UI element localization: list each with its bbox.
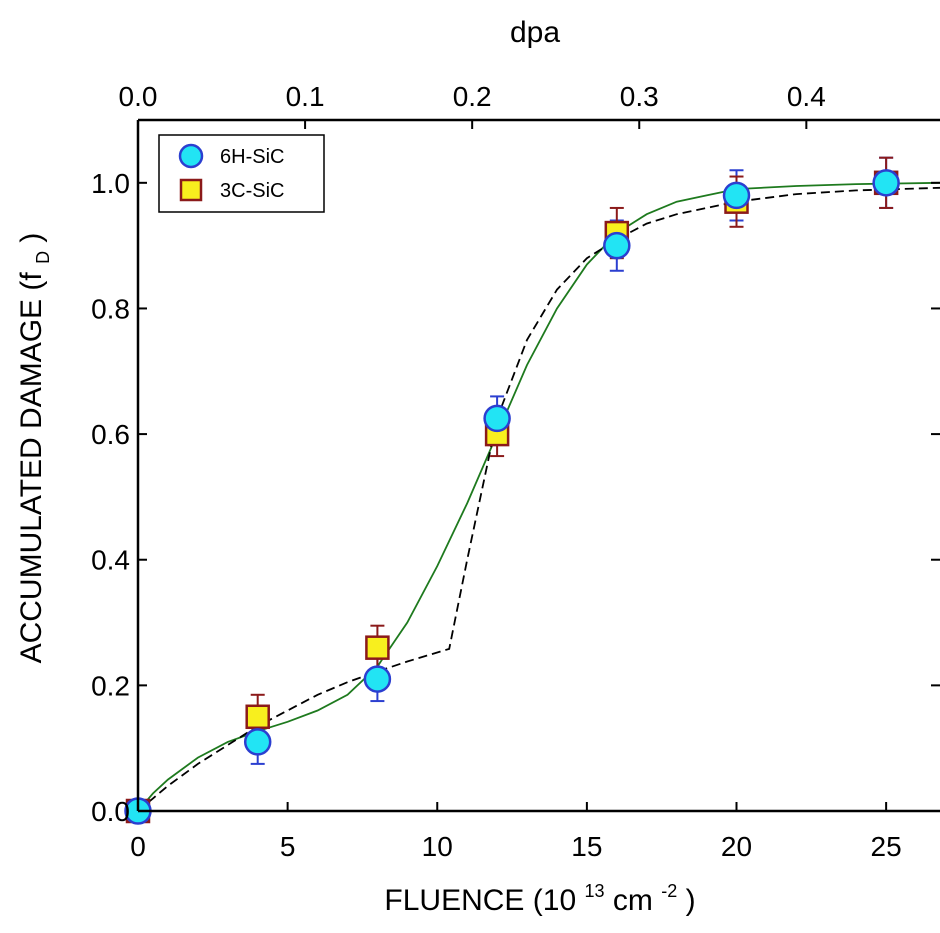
x-axis-unit-mid: cm [613, 884, 653, 917]
x-axis-title: FLUENCE (10 13 cm -2 ) [384, 871, 695, 917]
x2-axis-title: dpa [510, 16, 560, 49]
x2-tick-label: 0.3 [620, 81, 659, 112]
x-axis-unit-exp1: 13 [585, 881, 605, 901]
x-tick-label: 5 [280, 831, 296, 862]
dashed-fit-curve [137, 186, 940, 812]
solid-fit-curve [137, 181, 940, 812]
marker-3c-sic [245, 704, 270, 730]
marker-6h-sic [722, 181, 751, 210]
legend-marker-6h-sic [178, 143, 204, 169]
tick-labels: 0 5 10 15 20 25 0.0 0.1 0.2 0.3 0.4 0.0 0.2 0.4 0.6 0.8… [91, 81, 902, 862]
x2-tick-label: 0.0 [119, 81, 158, 112]
x2-tick-label: 0.4 [787, 81, 826, 112]
x-tick-label: 20 [721, 831, 752, 862]
data-markers [124, 169, 900, 825]
y-axis-title-sub: D [33, 251, 53, 264]
y-tick-label: 0.2 [91, 670, 130, 701]
marker-6h-sic [872, 169, 900, 197]
marker-6h-sic [363, 665, 392, 693]
x-axis-unit-suffix: ) [686, 884, 696, 917]
y-tick-label: 0.6 [91, 419, 130, 450]
legend: 6H-SiC 3C-SiC [158, 134, 325, 213]
y-tick-label: 0.0 [91, 796, 130, 827]
y-tick-label: 0.8 [91, 293, 130, 324]
x-tick-label: 10 [422, 831, 453, 862]
y-axis-title-main: ACCUMULATED DAMAGE (f [15, 272, 48, 664]
fit-curves [137, 181, 940, 812]
x-axis-title-main: FLUENCE [384, 884, 524, 917]
y-axis-title-close: ) [15, 233, 48, 243]
x2-tick-label: 0.2 [453, 81, 492, 112]
marker-6h-sic [603, 231, 631, 260]
y-tick-label: 0.4 [91, 545, 130, 576]
y-tick-label: 1.0 [91, 168, 130, 199]
legend-label-3c-sic: 3C-SiC [220, 180, 284, 202]
marker-6h-sic [483, 404, 511, 433]
marker-6h-sic [243, 728, 272, 756]
x-tick-label: 0 [130, 831, 146, 862]
x-tick-label: 15 [571, 831, 602, 862]
x2-tick-label: 0.1 [286, 81, 325, 112]
x-axis-unit-prefix: (10 [533, 884, 576, 917]
legend-label-6h-sic: 6H-SiC [220, 146, 284, 168]
x-axis-unit-exp2: -2 [661, 881, 677, 901]
legend-marker-3c-sic [179, 178, 203, 202]
axes [136, 118, 940, 813]
x-tick-label: 25 [871, 831, 902, 862]
y-axis-title: ACCUMULATED DAMAGE (f D ) [15, 233, 56, 664]
marker-3c-sic [365, 635, 390, 660]
